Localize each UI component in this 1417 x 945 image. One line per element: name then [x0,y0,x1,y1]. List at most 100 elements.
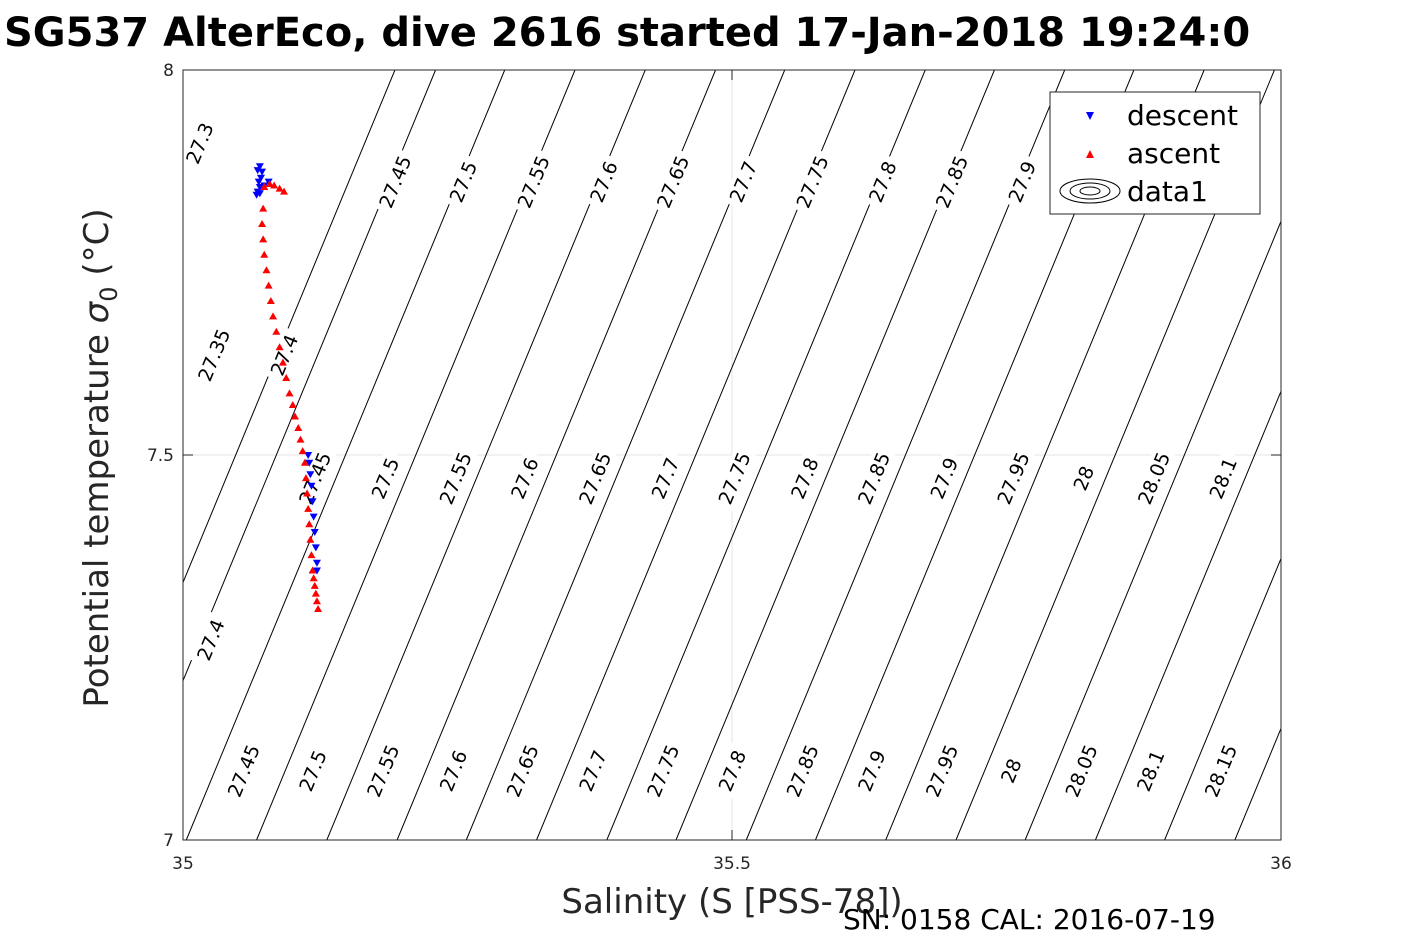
isopycnal-label-gap [190,611,231,669]
isopycnal-label-gap [851,444,896,512]
ascent-marker [303,489,312,497]
legend-data1-label: data1 [1127,175,1208,208]
ascent-marker [311,589,320,597]
axis-ticks: 35 35.5 36 7 7.5 8 [147,61,1292,874]
isopycnal-label-gap [510,148,556,216]
ascent-marker [264,281,273,289]
isopycnal-label-gap [722,153,764,210]
ascent-marker [285,389,294,397]
isopycnal-label-gap [644,449,686,507]
ascent-marker [278,358,287,366]
descent-marker [306,471,315,479]
isopycnal-label-gap [990,444,1036,512]
isopycnal-label-gap [1131,444,1176,512]
data-markers [252,163,323,612]
ascent-marker [312,597,321,605]
ascent-marker [314,605,323,612]
y-tick-label: 7.5 [147,446,174,466]
ascent-marker [306,535,315,543]
legend-data1-contour-icon [1059,178,1121,204]
isopycnal-label-gap [929,148,974,216]
descent-marker [308,498,317,506]
descent-marker [312,567,321,575]
x-tick-label: 35 [172,854,194,874]
y-tick-label: 8 [163,61,174,81]
legend-ascent-marker [1086,150,1094,158]
descent-marker [309,513,318,521]
ascent-marker [308,566,317,574]
isopycnal-label-gap [640,737,686,805]
descent-marker [255,190,264,198]
ascent-marker [304,504,313,512]
isopycnal-label-gap [191,321,237,389]
isopycnal-label-gap [572,742,613,799]
chart-title: SG537 AlterEco, dive 2616 started 17-Jan… [4,10,1250,56]
isopycnal-line [1164,557,1281,840]
isopycnal-label-gap [862,153,903,210]
ascent-marker [260,250,269,258]
descent-marker [305,459,314,467]
isopycnal-label-gap [923,449,965,507]
isopycnal-label-gap [364,449,406,507]
isopycnal-label-gap [263,326,305,384]
y-axis-label-main: Potential temperature [77,323,117,707]
isopycnal-label-gap [779,737,825,805]
isopycnal-label-gap [789,148,835,216]
isopycnal-line [1024,220,1281,840]
descent-marker [254,178,263,186]
ascent-marker [258,220,267,227]
isopycnal-label-gap [572,444,618,512]
descent-marker [256,174,265,182]
descent-marker [312,559,321,567]
isopycnal-label-gap [179,114,220,172]
isopycnal-contours [183,70,1281,840]
ascent-marker [275,343,284,351]
isopycnal-label-gap [499,737,545,805]
ascent-marker [269,312,278,320]
isopycnal-label-gap [711,742,753,799]
footer-calibration: SN: 0158 CAL: 2016-07-19 [843,903,1216,936]
legend-ascent-label: ascent [1127,137,1220,170]
legend-descent-label: descent [1127,99,1238,132]
ascent-marker [300,458,309,466]
x-axis-label: Salinity (S [PSS-78]) [561,882,902,922]
isopycnal-label-gap [433,742,474,799]
isopycnal-label-gap [851,742,892,799]
descent-marker [307,482,316,490]
y-axis-label-unit: (°C) [77,208,117,286]
ascent-marker [298,447,307,455]
ascent-marker [310,581,319,589]
ascent-marker [260,183,269,191]
isopycnal-label-gap [995,753,1027,789]
descent-marker [255,163,264,171]
ascent-marker [282,374,291,381]
isopycnal-line [1094,389,1281,840]
isopycnal-label-gap [292,742,333,799]
ascent-marker [290,412,299,420]
y-axis-label-subscript: 0 [95,286,123,301]
descent-marker [310,529,319,536]
x-tick-label: 36 [1270,854,1292,874]
isopycnal-label-gap [919,737,965,805]
ascent-marker [309,574,318,582]
isopycnal-label-gap [650,148,696,216]
isopycnal-label-gap [1202,449,1243,507]
ascent-marker [280,187,289,195]
ascent-marker [301,474,310,482]
ascent-marker [275,184,284,192]
isopycnal-label-gap [1001,153,1042,210]
isopycnal-label-gap [1130,742,1171,799]
descent-marker [258,168,267,176]
isopycnal-label-gap [1067,460,1100,496]
ascent-marker [296,435,305,443]
ascent-marker [265,179,274,187]
isopycnal-label-gap [784,449,825,507]
isopycnal-label-gap [433,444,478,512]
legend: descent ascent data1 [1049,91,1261,215]
isopycnal-line [183,70,396,584]
ascent-marker [259,204,268,212]
ascent-marker [262,266,271,274]
ascent-marker [294,424,303,432]
isopycnal-label-gap [1058,737,1104,805]
isopycnal-label-gap [711,444,757,512]
